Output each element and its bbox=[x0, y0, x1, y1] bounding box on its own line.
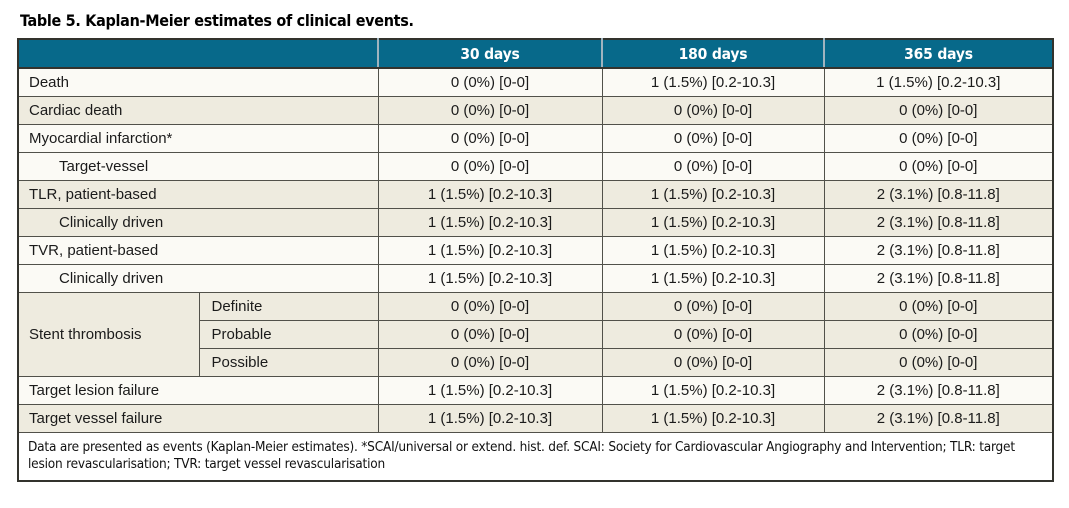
row-label: Death bbox=[18, 67, 378, 96]
row-label: Target-vessel bbox=[18, 151, 378, 180]
header-empty-cell bbox=[18, 39, 378, 69]
table-row-tlr-clinically-driven: Clinically driven 1 (1.5%) [0.2-10.3] 1 … bbox=[18, 207, 1053, 236]
value-cell: 1 (1.5%) [0.2-10.3] bbox=[601, 263, 824, 292]
value-cell: 0 (0%) [0-0] bbox=[377, 67, 602, 96]
value-cell: 1 (1.5%) [0.2-10.3] bbox=[377, 235, 602, 264]
value-cell: 0 (0%) [0-0] bbox=[823, 319, 1053, 348]
value-cell: 0 (0%) [0-0] bbox=[823, 347, 1053, 376]
value-cell: 0 (0%) [0-0] bbox=[601, 347, 824, 376]
row-label: Clinically driven bbox=[18, 207, 378, 236]
header-180-days: 180 days bbox=[601, 39, 824, 69]
value-cell: 0 (0%) [0-0] bbox=[601, 319, 824, 348]
value-cell: 0 (0%) [0-0] bbox=[823, 151, 1053, 180]
value-cell: 0 (0%) [0-0] bbox=[601, 123, 824, 152]
value-cell: 0 (0%) [0-0] bbox=[823, 291, 1053, 320]
value-cell: 0 (0%) [0-0] bbox=[823, 95, 1053, 124]
row-label: Target lesion failure bbox=[18, 375, 378, 404]
value-cell: 0 (0%) [0-0] bbox=[601, 291, 824, 320]
value-cell: 0 (0%) [0-0] bbox=[377, 347, 602, 376]
table-row-tvr-patient-based: TVR, patient-based 1 (1.5%) [0.2-10.3] 1… bbox=[18, 235, 1053, 264]
value-cell: 2 (3.1%) [0.8-11.8] bbox=[823, 403, 1053, 432]
value-cell: 2 (3.1%) [0.8-11.8] bbox=[823, 235, 1053, 264]
table-body: Death 0 (0%) [0-0] 1 (1.5%) [0.2-10.3] 1… bbox=[18, 67, 1053, 432]
value-cell: 0 (0%) [0-0] bbox=[601, 151, 824, 180]
value-cell: 1 (1.5%) [0.2-10.3] bbox=[601, 375, 824, 404]
page: Table 5. Kaplan-Meier estimates of clini… bbox=[17, 11, 1054, 482]
value-cell: 1 (1.5%) [0.2-10.3] bbox=[601, 403, 824, 432]
row-label: TVR, patient-based bbox=[18, 235, 378, 264]
table-footnote: Data are presented as events (Kaplan-Mei… bbox=[18, 431, 1053, 481]
value-cell: 0 (0%) [0-0] bbox=[377, 291, 602, 320]
table-row-target-vessel-failure: Target vessel failure 1 (1.5%) [0.2-10.3… bbox=[18, 403, 1053, 432]
value-cell: 1 (1.5%) [0.2-10.3] bbox=[601, 235, 824, 264]
value-cell: 2 (3.1%) [0.8-11.8] bbox=[823, 375, 1053, 404]
table-row-stent-thrombosis-probable: Probable 0 (0%) [0-0] 0 (0%) [0-0] 0 (0%… bbox=[18, 319, 1053, 348]
value-cell: 0 (0%) [0-0] bbox=[823, 123, 1053, 152]
value-cell: 2 (3.1%) [0.8-11.8] bbox=[823, 207, 1053, 236]
header-row: 30 days 180 days 365 days bbox=[18, 39, 1053, 69]
value-cell: 1 (1.5%) [0.2-10.3] bbox=[377, 403, 602, 432]
row-label: Target vessel failure bbox=[18, 403, 378, 432]
row-label: Clinically driven bbox=[18, 263, 378, 292]
row-sublabel: Probable bbox=[198, 319, 378, 348]
row-sublabel: Possible bbox=[198, 347, 378, 376]
value-cell: 1 (1.5%) [0.2-10.3] bbox=[377, 207, 602, 236]
value-cell: 1 (1.5%) [0.2-10.3] bbox=[601, 207, 824, 236]
kaplan-meier-table: 30 days 180 days 365 days Death 0 (0%) [… bbox=[17, 38, 1054, 482]
header-30-days: 30 days bbox=[377, 39, 602, 69]
value-cell: 1 (1.5%) [0.2-10.3] bbox=[377, 263, 602, 292]
table-row-stent-thrombosis-possible: Possible 0 (0%) [0-0] 0 (0%) [0-0] 0 (0%… bbox=[18, 347, 1053, 376]
table-row-tvr-clinically-driven: Clinically driven 1 (1.5%) [0.2-10.3] 1 … bbox=[18, 263, 1053, 292]
row-label: TLR, patient-based bbox=[18, 179, 378, 208]
value-cell: 1 (1.5%) [0.2-10.3] bbox=[601, 179, 824, 208]
table-title: Table 5. Kaplan-Meier estimates of clini… bbox=[20, 11, 414, 30]
value-cell: 1 (1.5%) [0.2-10.3] bbox=[823, 67, 1053, 96]
value-cell: 0 (0%) [0-0] bbox=[377, 151, 602, 180]
value-cell: 2 (3.1%) [0.8-11.8] bbox=[823, 179, 1053, 208]
header-365-days: 365 days bbox=[823, 39, 1053, 69]
row-sublabel: Definite bbox=[198, 291, 378, 320]
value-cell: 0 (0%) [0-0] bbox=[377, 95, 602, 124]
table-footer: Data are presented as events (Kaplan-Mei… bbox=[18, 431, 1053, 481]
value-cell: 0 (0%) [0-0] bbox=[377, 319, 602, 348]
value-cell: 1 (1.5%) [0.2-10.3] bbox=[601, 67, 824, 96]
row-label: Cardiac death bbox=[18, 95, 378, 124]
value-cell: 1 (1.5%) [0.2-10.3] bbox=[377, 375, 602, 404]
row-label: Myocardial infarction* bbox=[18, 123, 378, 152]
value-cell: 2 (3.1%) [0.8-11.8] bbox=[823, 263, 1053, 292]
table-header: 30 days 180 days 365 days bbox=[18, 39, 1053, 69]
value-cell: 0 (0%) [0-0] bbox=[601, 95, 824, 124]
table-row-target-vessel: Target-vessel 0 (0%) [0-0] 0 (0%) [0-0] … bbox=[18, 151, 1053, 180]
table-row-stent-thrombosis-definite: Stent thrombosis Definite 0 (0%) [0-0] 0… bbox=[18, 291, 1053, 376]
table-row-cardiac-death: Cardiac death 0 (0%) [0-0] 0 (0%) [0-0] … bbox=[18, 95, 1053, 124]
table-row-myocardial-infarction: Myocardial infarction* 0 (0%) [0-0] 0 (0… bbox=[18, 123, 1053, 152]
table-row-target-lesion-failure: Target lesion failure 1 (1.5%) [0.2-10.3… bbox=[18, 375, 1053, 404]
value-cell: 0 (0%) [0-0] bbox=[377, 123, 602, 152]
table-row-tlr-patient-based: TLR, patient-based 1 (1.5%) [0.2-10.3] 1… bbox=[18, 179, 1053, 208]
footnote-row: Data are presented as events (Kaplan-Mei… bbox=[18, 431, 1053, 481]
value-cell: 1 (1.5%) [0.2-10.3] bbox=[377, 179, 602, 208]
table-row-death: Death 0 (0%) [0-0] 1 (1.5%) [0.2-10.3] 1… bbox=[18, 67, 1053, 96]
row-group-label: Stent thrombosis bbox=[18, 291, 199, 376]
